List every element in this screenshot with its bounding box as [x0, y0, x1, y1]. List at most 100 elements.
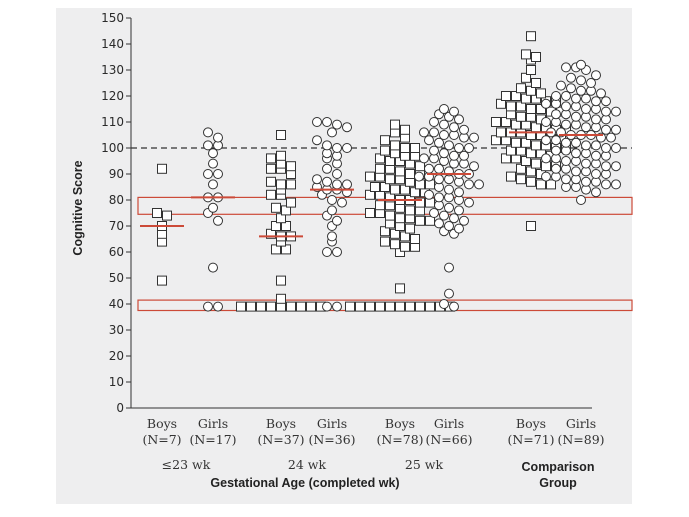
data-point-circle: [601, 143, 611, 153]
data-point-circle: [561, 62, 571, 73]
data-point-square: [405, 169, 415, 179]
data-point-circle: [601, 106, 611, 117]
data-point-circle: [611, 143, 621, 153]
data-point-square: [380, 145, 390, 156]
category-sex-label: Boys: [385, 416, 415, 431]
category-n-label: (N=7): [142, 432, 181, 447]
data-points: [152, 31, 621, 312]
data-point-circle: [571, 111, 581, 122]
data-point-circle: [424, 135, 434, 146]
data-point-circle: [312, 174, 322, 185]
data-point-circle: [606, 132, 616, 143]
data-point-circle: [561, 91, 571, 101]
data-point-circle: [213, 132, 223, 143]
data-point-circle: [327, 231, 337, 242]
data-point-square: [531, 78, 541, 88]
data-point-circle: [429, 117, 439, 127]
data-point-circle: [439, 148, 449, 159]
category-sex-label: Boys: [266, 416, 296, 431]
data-point-circle: [429, 208, 439, 218]
data-point-circle: [332, 301, 342, 312]
category-n-label: (N=36): [308, 432, 355, 447]
y-tick-label-20: 20: [109, 349, 124, 363]
data-point-square: [536, 179, 546, 190]
data-point-square: [365, 301, 375, 312]
data-point-square: [375, 301, 385, 312]
data-point-square: [516, 83, 526, 94]
data-point-circle: [439, 130, 449, 140]
y-tick-label-130: 130: [101, 63, 124, 77]
data-point-square: [526, 65, 536, 75]
data-point-circle: [551, 163, 561, 174]
data-point-circle: [434, 137, 444, 148]
data-point-square: [400, 241, 410, 252]
data-point-square: [536, 88, 546, 99]
data-point-circle: [322, 140, 332, 151]
data-point-circle: [566, 72, 576, 83]
median-lines: [140, 131, 603, 238]
data-point-circle: [208, 262, 218, 273]
data-point-circle: [434, 192, 444, 203]
data-point-circle: [449, 213, 459, 224]
category-sex-label: Boys: [516, 416, 546, 431]
data-point-square: [276, 150, 286, 161]
data-point-circle: [208, 148, 218, 159]
data-point-circle: [213, 215, 223, 226]
data-point-square: [531, 52, 541, 62]
data-point-square: [415, 197, 425, 208]
data-point-circle: [581, 93, 591, 104]
data-point-circle: [611, 124, 621, 135]
data-point-square: [521, 49, 531, 60]
data-point-circle: [342, 179, 352, 190]
data-point-square: [390, 184, 400, 195]
data-point-circle: [439, 119, 449, 130]
data-point-circle: [419, 153, 429, 164]
data-point-square: [157, 163, 167, 174]
data-point-circle: [601, 161, 611, 172]
data-point-circle: [419, 127, 429, 138]
comparison-group-label-line2: Group: [539, 476, 577, 490]
data-point-square: [531, 158, 541, 169]
category-n-label: (N=89): [557, 432, 604, 447]
data-point-circle: [561, 137, 571, 148]
data-point-circle: [581, 104, 591, 114]
y-tick-label-80: 80: [109, 193, 124, 207]
data-point-circle: [591, 140, 601, 151]
data-point-circle: [586, 78, 596, 88]
data-point-circle: [449, 122, 459, 133]
data-point-circle: [439, 104, 449, 114]
data-point-circle: [591, 150, 601, 161]
data-point-square: [385, 174, 395, 185]
data-point-circle: [208, 202, 218, 213]
data-point-circle: [551, 145, 561, 156]
data-point-square: [286, 301, 296, 312]
data-point-square: [395, 283, 405, 294]
data-point-circle: [454, 223, 464, 234]
data-point-square: [390, 140, 400, 151]
data-point-circle: [571, 148, 581, 159]
y-tick-label-120: 120: [101, 89, 124, 103]
data-point-circle: [337, 197, 347, 208]
data-point-circle: [596, 88, 606, 99]
y-tick-label-30: 30: [109, 323, 124, 337]
data-point-circle: [576, 195, 586, 205]
data-point-square: [266, 301, 276, 312]
data-point-circle: [601, 124, 611, 135]
data-point-square: [355, 301, 365, 312]
data-point-circle: [459, 215, 469, 226]
data-point-circle: [454, 187, 464, 198]
age-label-23wk: ≤23 wk: [162, 457, 211, 472]
data-point-square: [390, 239, 400, 250]
data-point-circle: [591, 169, 601, 179]
data-point-circle: [327, 127, 337, 138]
data-point-circle: [464, 197, 474, 208]
data-point-square: [276, 293, 286, 304]
data-point-circle: [541, 171, 551, 182]
data-point-circle: [581, 140, 591, 151]
data-point-circle: [332, 215, 342, 226]
data-point-square: [410, 234, 420, 244]
data-point-square: [380, 135, 390, 146]
data-point-square: [286, 179, 296, 190]
data-point-circle: [449, 106, 459, 117]
data-point-circle: [312, 135, 322, 146]
